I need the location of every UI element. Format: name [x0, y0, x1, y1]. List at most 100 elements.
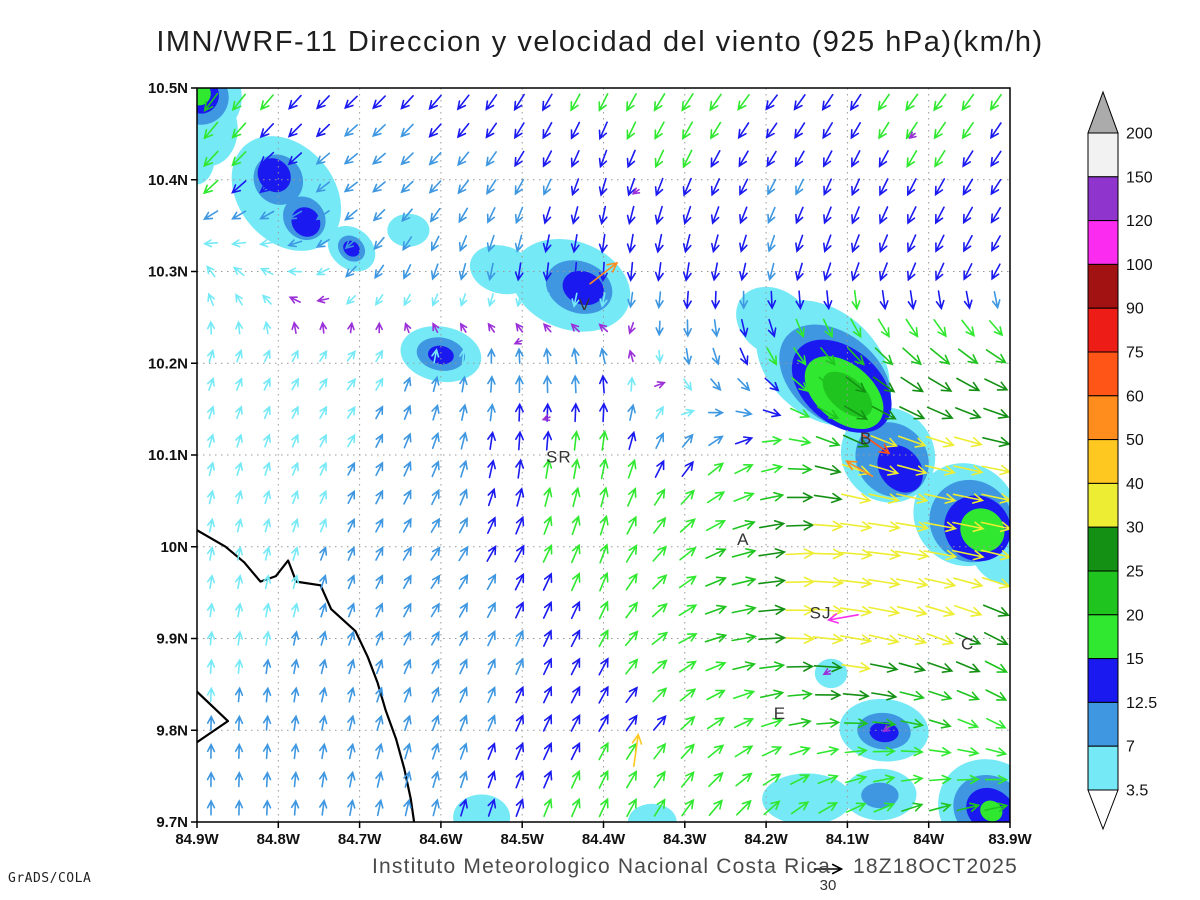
- wind-arrow: [711, 347, 721, 366]
- wind-arrow: [874, 347, 894, 366]
- wind-arrow: [570, 685, 581, 704]
- wind-arrow: [515, 629, 524, 647]
- shaded-region: [877, 445, 923, 493]
- wind-arrow: [291, 461, 299, 476]
- wind-arrow: [681, 433, 694, 448]
- wind-arrow: [898, 662, 927, 673]
- wind-arrow: [458, 602, 468, 618]
- wind-arrow: [543, 769, 553, 789]
- wind-arrow: [235, 574, 244, 590]
- wind-arrow: [459, 488, 468, 506]
- wind-arrow: [487, 402, 496, 422]
- wind-arrow: [515, 713, 524, 732]
- wind-arrow: [459, 770, 468, 789]
- wind-arrow: [927, 661, 954, 673]
- wind-arrow: [543, 430, 553, 451]
- wind-arrow: [259, 267, 274, 276]
- wind-arrow: [263, 320, 272, 335]
- wind-arrow: [316, 295, 330, 304]
- shaded-region: [980, 800, 1003, 822]
- wind-arrow: [678, 633, 698, 644]
- wind-arrow: [626, 121, 637, 141]
- shaded-region: [453, 794, 511, 822]
- wind-arrow: [206, 630, 216, 646]
- wind-arrow: [879, 262, 888, 282]
- wind-arrow: [626, 149, 636, 169]
- wind-arrow: [710, 150, 721, 168]
- wind-arrow: [816, 746, 840, 756]
- wind-arrow: [732, 520, 756, 530]
- wind-arrow: [571, 292, 580, 308]
- wind-arrow: [812, 520, 844, 532]
- wind-arrow: [653, 742, 667, 760]
- wind-arrow: [818, 376, 838, 393]
- wind-arrow: [734, 745, 754, 758]
- wind-arrow: [318, 377, 328, 391]
- wind-arrow: [851, 290, 861, 311]
- wind-arrow: [654, 121, 665, 141]
- wind-arrow: [459, 293, 468, 308]
- wind-arrow: [924, 493, 957, 504]
- wind-arrow: [513, 93, 525, 112]
- wind-arrow: [739, 262, 748, 282]
- wind-arrow: [952, 521, 985, 533]
- wind-arrow: [839, 605, 873, 617]
- wind-arrow: [896, 606, 928, 617]
- wind-arrow: [542, 600, 553, 619]
- wind-arrow: [263, 658, 272, 675]
- wind-arrow: [683, 378, 693, 392]
- wind-arrow: [207, 433, 215, 448]
- wind-arrow: [542, 713, 553, 732]
- x-tick-label: 84.1W: [826, 831, 870, 848]
- wind-arrow: [287, 123, 302, 138]
- wind-arrow: [291, 658, 300, 675]
- wind-arrow: [402, 546, 412, 561]
- wind-arrow: [487, 742, 496, 760]
- wind-arrow: [514, 544, 525, 563]
- wind-arrow: [952, 493, 985, 504]
- wind-arrow: [235, 348, 243, 363]
- wind-arrow: [403, 714, 412, 732]
- wind-arrow: [680, 771, 695, 788]
- wind-arrow: [430, 602, 440, 618]
- wind-arrow: [961, 122, 974, 140]
- wind-arrow: [844, 746, 868, 756]
- wind-arrow: [291, 320, 300, 334]
- wind-arrow: [487, 322, 496, 333]
- wind-arrow: [570, 600, 581, 620]
- wind-arrow: [928, 377, 953, 392]
- wind-arrow: [823, 262, 832, 282]
- wind-arrow: [207, 517, 215, 533]
- wind-arrow: [346, 350, 356, 362]
- wind-arrow: [571, 515, 581, 536]
- wind-arrow: [485, 151, 497, 167]
- wind-arrow: [401, 208, 413, 223]
- wind-arrow: [290, 799, 300, 816]
- wind-arrow: [570, 261, 580, 283]
- wind-arrow: [785, 633, 816, 644]
- wind-arrow: [845, 774, 868, 784]
- wind-arrow: [814, 690, 842, 700]
- wind-arrow: [842, 434, 870, 448]
- wind-arrow: [291, 377, 300, 391]
- wind-arrow: [786, 492, 814, 503]
- wind-arrow: [873, 774, 896, 784]
- city-labels: V B SR A SJ C E: [546, 295, 974, 723]
- wind-arrow: [705, 576, 728, 587]
- wind-arrow: [928, 774, 953, 785]
- wind-arrow: [990, 207, 1002, 224]
- colorbar-label: 200: [1126, 126, 1153, 143]
- city-label: C: [961, 635, 974, 654]
- wind-arrow: [707, 717, 725, 730]
- wind-arrow: [431, 375, 440, 393]
- wind-arrow: [758, 548, 787, 559]
- wind-arrow: [652, 687, 668, 703]
- wind-arrow: [928, 719, 952, 729]
- wind-arrow: [735, 772, 753, 787]
- wind-arrow: [759, 661, 786, 672]
- wind-arrow: [795, 262, 804, 282]
- y-axis-labels: 10.5N 10.4N 10.3N 10.2N 10.1N 10N 9.9N 9.8N 9.7N: [148, 80, 197, 831]
- wind-arrow: [206, 265, 216, 278]
- wind-arrow: [315, 152, 331, 165]
- wind-arrow: [315, 210, 330, 221]
